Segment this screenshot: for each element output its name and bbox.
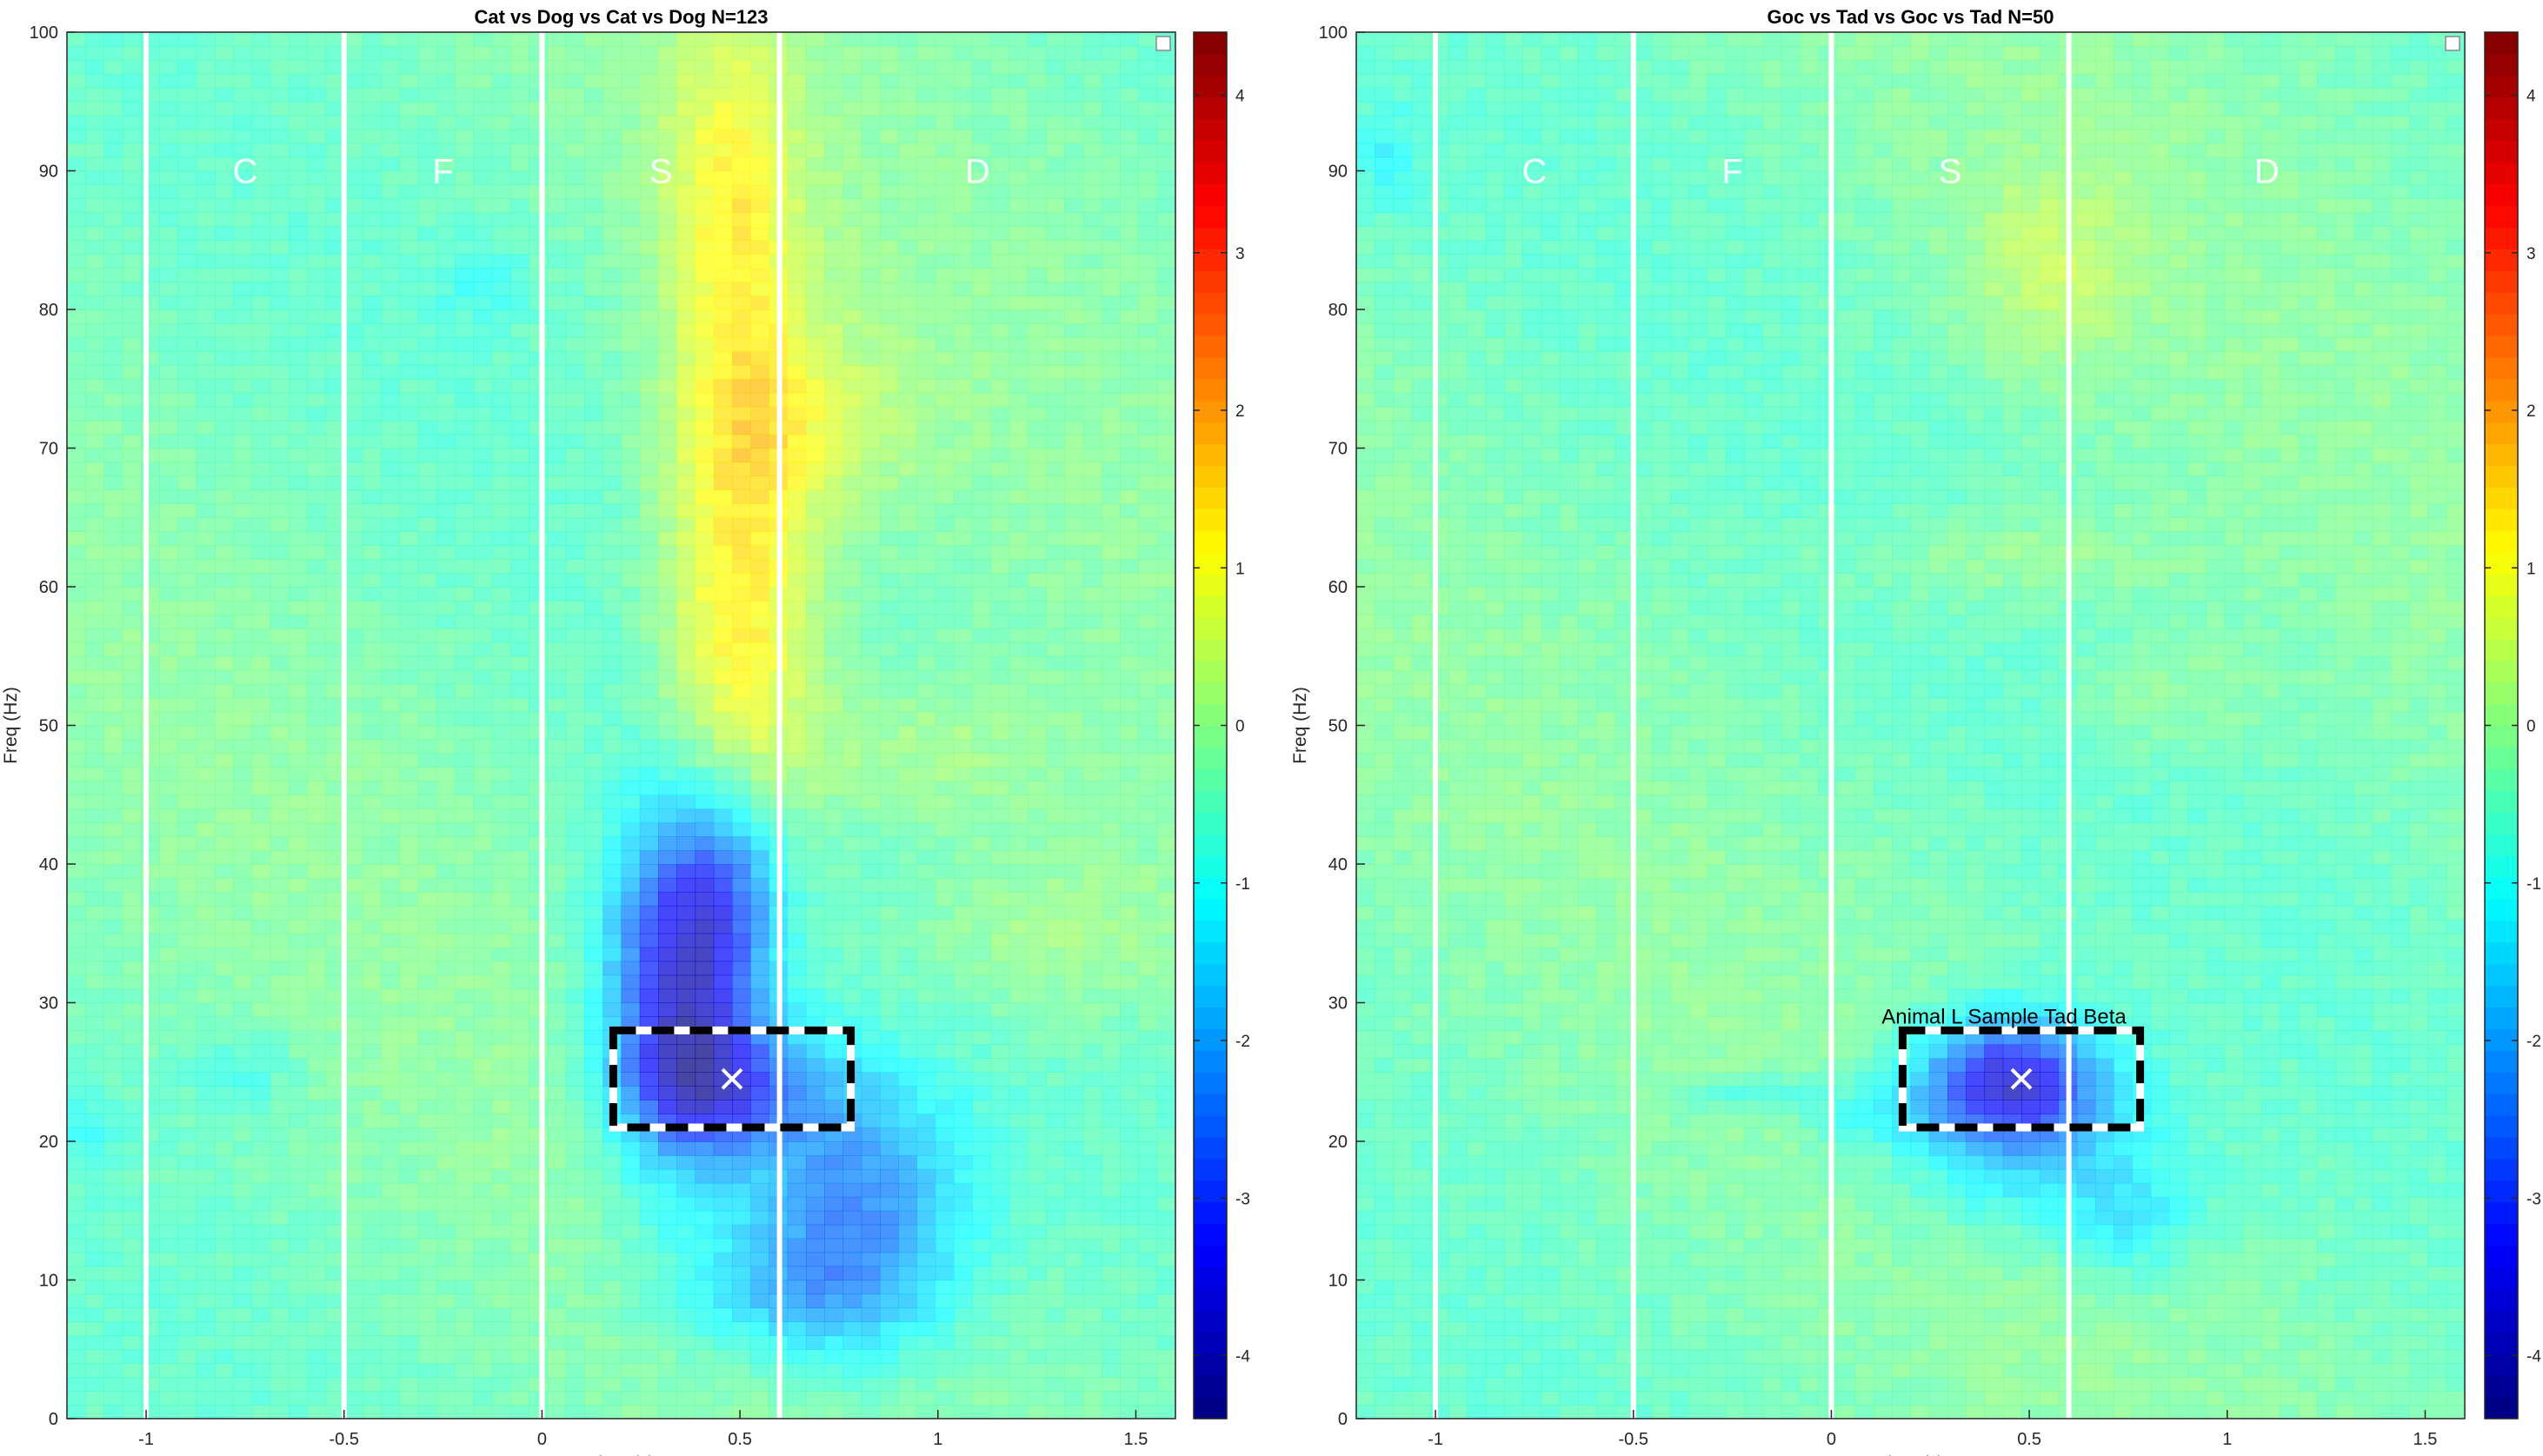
colorbar-tick-label: -4 bbox=[2526, 1348, 2541, 1366]
colorbar: -4 -3 -2 -1 0 1 2 3 4 bbox=[1193, 31, 1250, 1419]
epoch-label-f: F bbox=[432, 153, 453, 191]
epoch-label-c: C bbox=[1521, 153, 1547, 191]
roi-box bbox=[609, 1026, 855, 1132]
colorbar-tick-label: -4 bbox=[1235, 1348, 1250, 1366]
panel-2: C F S D Animal L Sample Tad Beta -1 -0.5 0 0.5 1 1… bbox=[1290, 6, 2541, 1456]
colorbar-tick-label: 3 bbox=[1235, 245, 1245, 263]
y-tick-label: 100 bbox=[1319, 23, 1348, 43]
x-tick-label: -0.5 bbox=[1619, 1430, 1648, 1449]
epoch-label-s: S bbox=[649, 153, 673, 191]
y-tick-label: 50 bbox=[1328, 717, 1348, 736]
y-tick-label: 70 bbox=[1328, 440, 1348, 459]
y-tick-label: 90 bbox=[1328, 163, 1348, 182]
colorbar-tick-label: -3 bbox=[1235, 1190, 1250, 1208]
y-tick-label: 10 bbox=[39, 1272, 58, 1291]
x-tick-label: -1 bbox=[1428, 1430, 1443, 1449]
y-tick-label: 40 bbox=[39, 855, 58, 874]
chart-title: Cat vs Dog vs Cat vs Dog N=123 bbox=[474, 6, 768, 28]
colorbar-tick-label: -1 bbox=[2526, 875, 2541, 894]
epoch-label-d: D bbox=[965, 153, 990, 191]
y-tick-label: 50 bbox=[39, 717, 58, 736]
colorbar-tick-label: 0 bbox=[2526, 718, 2536, 736]
y-tick-label: 80 bbox=[39, 301, 58, 320]
colorbar-tick-label: -2 bbox=[2526, 1033, 2541, 1051]
panel-1: C F S D-1 -0.5 0 0.5 1 1.50102030405060708090100… bbox=[1, 6, 1250, 1456]
y-tick-label: 40 bbox=[1328, 855, 1348, 874]
y-axis-label: Freq (Hz) bbox=[1, 687, 21, 764]
y-tick-label: 20 bbox=[39, 1133, 58, 1152]
peak-marker bbox=[721, 1067, 743, 1090]
colorbar-tick-label: 1 bbox=[2526, 560, 2536, 578]
epoch-label-s: S bbox=[1939, 153, 1962, 191]
y-tick-label: 0 bbox=[1338, 1410, 1348, 1429]
x-tick-label: 0 bbox=[537, 1430, 547, 1449]
colorbar-tick-label: 0 bbox=[1235, 718, 1245, 736]
colorbar-tick-label: -1 bbox=[1235, 875, 1250, 894]
y-tick-label: 70 bbox=[39, 440, 58, 459]
x-tick-label: -0.5 bbox=[330, 1430, 359, 1449]
y-tick-label: 80 bbox=[1328, 301, 1348, 320]
x-axis-label: Time (s) bbox=[588, 1453, 654, 1456]
colorbar-tick-label: 2 bbox=[1235, 402, 1245, 421]
x-tick-label: 0.5 bbox=[2017, 1430, 2041, 1449]
y-axis-label: Freq (Hz) bbox=[1290, 687, 1310, 764]
x-tick-label: 0 bbox=[1827, 1430, 1836, 1449]
epoch-label-f: F bbox=[1721, 153, 1742, 191]
epoch-label-c: C bbox=[232, 153, 257, 191]
y-tick-label: 30 bbox=[39, 994, 58, 1014]
x-tick-label: -1 bbox=[138, 1430, 154, 1449]
heatmap bbox=[1356, 32, 2465, 1419]
x-axis-label: Time (s) bbox=[1877, 1453, 1943, 1456]
colorbar-tick-label: -2 bbox=[1235, 1033, 1250, 1051]
expand-icon bbox=[2445, 36, 2460, 51]
chart-title: Goc vs Tad vs Goc vs Tad N=50 bbox=[1767, 6, 2054, 28]
y-tick-label: 30 bbox=[1328, 994, 1348, 1014]
epoch-label-d: D bbox=[2254, 153, 2280, 191]
colorbar-tick-label: 2 bbox=[2526, 402, 2536, 421]
y-tick-label: 90 bbox=[39, 163, 58, 182]
colorbar-tick-label: -3 bbox=[2526, 1190, 2541, 1208]
colorbar-tick-label: 4 bbox=[2526, 88, 2536, 106]
colorbar: -4 -3 -2 -1 0 1 2 3 4 bbox=[2484, 31, 2541, 1419]
x-tick-label: 1.5 bbox=[1124, 1430, 1148, 1449]
colorbar-tick-label: 1 bbox=[1235, 560, 1245, 578]
heatmap bbox=[67, 32, 1175, 1419]
y-tick-label: 0 bbox=[49, 1410, 58, 1429]
y-tick-label: 100 bbox=[30, 23, 58, 43]
y-tick-label: 20 bbox=[1328, 1133, 1348, 1152]
x-tick-label: 1 bbox=[2222, 1430, 2232, 1449]
y-tick-label: 60 bbox=[1328, 578, 1348, 597]
roi-label: Animal L Sample Tad Beta bbox=[1881, 1005, 2127, 1028]
x-tick-label: 0.5 bbox=[728, 1430, 752, 1449]
x-tick-label: 1.5 bbox=[2413, 1430, 2438, 1449]
peak-marker bbox=[2010, 1067, 2033, 1090]
colorbar-tick-label: 3 bbox=[2526, 245, 2536, 263]
y-tick-label: 60 bbox=[39, 578, 58, 597]
y-tick-label: 10 bbox=[1328, 1272, 1348, 1291]
x-tick-label: 1 bbox=[933, 1430, 942, 1449]
roi-box bbox=[1898, 1026, 2145, 1132]
colorbar-tick-label: 4 bbox=[1235, 88, 1245, 106]
expand-icon bbox=[1155, 36, 1171, 51]
